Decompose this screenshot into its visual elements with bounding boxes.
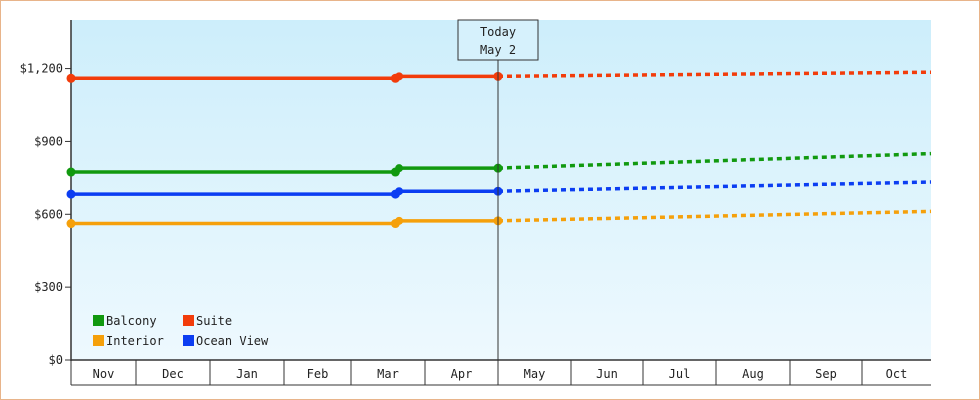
series-layer [66, 70, 932, 229]
data-point-ocean-view [395, 187, 404, 196]
today-box [457, 19, 539, 61]
x-tick-label: Jan [236, 367, 258, 381]
data-point-interior [66, 219, 76, 229]
y-tick-label: $600 [34, 207, 63, 221]
forecast-line-suite [497, 70, 932, 79]
data-point-suite [395, 72, 404, 81]
legend-swatch-suite [183, 315, 194, 326]
data-point-suite [66, 73, 76, 83]
y-tick-label: $900 [34, 134, 63, 148]
x-tick-label: May [524, 367, 546, 381]
y-axis: $0 $300 $600 $900 $1,200 [20, 20, 72, 367]
data-point-interior [395, 216, 404, 225]
legend-label-balcony: Balcony [106, 314, 157, 328]
x-tick-label: Jun [596, 367, 618, 381]
data-point-balcony [395, 164, 404, 173]
series-line-suite [71, 74, 498, 81]
legend-label-suite: Suite [196, 314, 232, 328]
y-tick-label: $1,200 [20, 62, 63, 76]
x-tick-label: Nov [93, 367, 115, 381]
x-tick-label: Dec [162, 367, 184, 381]
x-tick-label: Jul [669, 367, 691, 381]
y-tick-label: $300 [34, 280, 63, 294]
x-tick-label: Feb [307, 367, 329, 381]
x-tick-label: Aug [742, 367, 764, 381]
legend: Balcony Suite Interior Ocean View [93, 314, 269, 348]
legend-swatch-ocean-view [183, 335, 194, 346]
x-tick-label: Mar [377, 367, 399, 381]
y-tick-label: $0 [49, 353, 63, 367]
today-date: May 2 [480, 43, 516, 57]
x-axis: Nov Dec Jan Feb Mar Apr May Jun Jul Aug Sep Oct [70, 359, 931, 386]
today-label: Today [480, 25, 516, 39]
legend-swatch-interior [93, 335, 104, 346]
data-point-balcony [66, 167, 76, 177]
forecast-line-ocean-view [497, 180, 932, 193]
data-point-ocean-view [66, 189, 76, 199]
forecast-line-interior [497, 209, 932, 223]
legend-swatch-balcony [93, 315, 104, 326]
legend-label-ocean-view: Ocean View [196, 334, 269, 348]
legend-label-interior: Interior [106, 334, 164, 348]
x-tick-label: Sep [815, 367, 837, 381]
forecast-line-balcony [497, 151, 932, 170]
today-marker: Today May 2 [457, 19, 539, 360]
x-tick-label: Oct [886, 367, 908, 381]
x-tick-label: Apr [451, 367, 473, 381]
